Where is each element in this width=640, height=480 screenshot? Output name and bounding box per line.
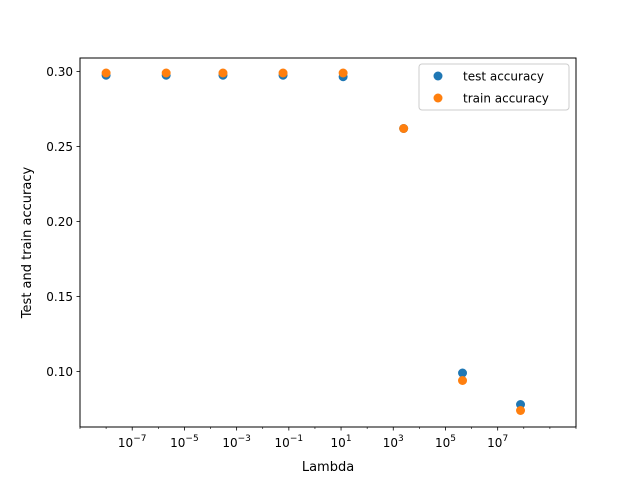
series-train-accuracy	[101, 68, 526, 415]
data-points	[101, 68, 526, 415]
x-tick-label: 10−3	[222, 434, 251, 450]
y-tick-label: 0.10	[46, 365, 73, 379]
legend: test accuracy train accuracy	[418, 63, 570, 111]
plot-area	[80, 58, 576, 427]
x-tick-label: 107	[487, 434, 508, 450]
x-axis-label: Lambda	[302, 460, 354, 475]
data-point	[218, 68, 228, 78]
data-point	[458, 376, 468, 385]
y-axis-ticks: 0.10 0.15 0.20 0.25 0.30	[46, 65, 80, 379]
y-tick-label: 0.30	[46, 65, 73, 79]
legend-label: train accuracy	[463, 92, 549, 106]
legend-marker	[433, 93, 443, 103]
x-tick-label: 105	[435, 434, 456, 450]
x-axis-ticks: 10−7 10−5 10−3 10−1 101 103 105 107	[79, 427, 577, 450]
x-tick-label: 10−5	[170, 434, 199, 450]
x-tick-label: 10−1	[275, 434, 304, 450]
data-point	[516, 406, 526, 415]
data-point	[278, 68, 288, 78]
x-tick-label: 101	[331, 434, 352, 450]
data-point	[101, 68, 111, 78]
x-tick-label: 103	[383, 434, 404, 450]
y-tick-label: 0.25	[46, 140, 73, 154]
data-point	[161, 68, 171, 78]
plot-frame	[79, 57, 577, 428]
legend-marker	[433, 71, 443, 81]
data-point	[458, 368, 468, 378]
data-point	[399, 124, 409, 133]
data-point	[338, 68, 348, 78]
y-tick-label: 0.20	[46, 215, 73, 229]
legend-box	[418, 63, 570, 111]
y-axis-label: Test and train accuracy	[20, 167, 35, 320]
y-tick-label: 0.15	[46, 290, 73, 304]
x-tick-label: 10−7	[118, 434, 147, 450]
legend-label: test accuracy	[463, 70, 544, 84]
